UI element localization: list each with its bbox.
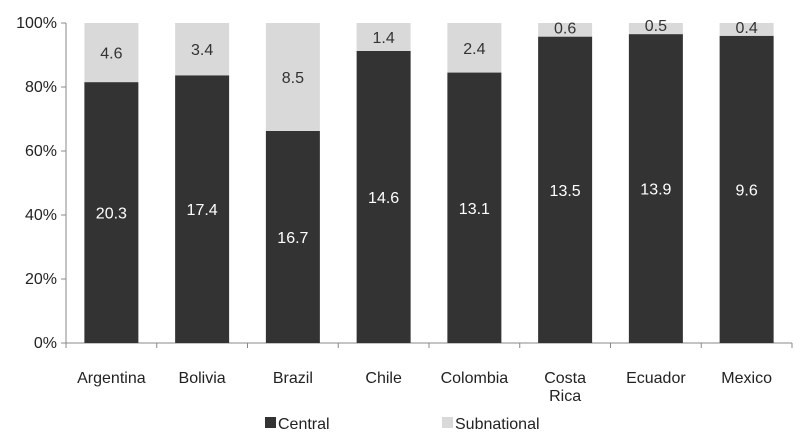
bar-subnational	[719, 23, 774, 36]
x-tick-label: Costa Rica	[544, 370, 586, 405]
x-tick-label-line: Ecuador	[626, 370, 686, 387]
data-label-subnational: 0.4	[736, 20, 758, 37]
bar-central	[538, 36, 593, 344]
y-tick-label: 40%	[25, 207, 57, 224]
data-label-central: 13.1	[459, 201, 490, 218]
data-label-central: 16.7	[277, 230, 308, 247]
data-label-central: 13.9	[640, 182, 671, 199]
legend-label-subnational: Subnational	[455, 416, 540, 433]
bar-subnational	[356, 23, 411, 51]
x-tick-label: Chile	[365, 370, 402, 387]
y-tick-label: 0%	[34, 335, 57, 352]
data-label-subnational: 0.6	[554, 21, 576, 38]
data-label-central: 9.6	[736, 182, 758, 199]
x-tick-label: Argentina	[77, 370, 146, 387]
y-tick-label: 20%	[25, 271, 57, 288]
bar-subnational	[265, 23, 320, 131]
bar-central	[265, 130, 320, 343]
x-tick-label: Brazil	[273, 370, 313, 387]
x-tick-label-line: Argentina	[77, 370, 146, 387]
x-tick-label-line: Brazil	[273, 370, 313, 387]
bar-central	[356, 51, 411, 343]
data-label-central: 17.4	[187, 202, 218, 219]
data-label-subnational: 4.6	[100, 46, 122, 63]
bar-central	[447, 72, 502, 343]
x-tick-label: Bolivia	[179, 370, 226, 387]
bar-subnational	[84, 23, 139, 83]
bar-subnational	[538, 23, 593, 37]
bar-central	[175, 75, 230, 344]
bar-central	[84, 82, 139, 344]
x-tick-label: Mexico	[721, 370, 772, 387]
x-tick-label-line: Chile	[365, 370, 402, 387]
y-tick-label: 60%	[25, 143, 57, 160]
data-label-subnational: 8.5	[282, 70, 304, 87]
x-tick-label-line: Colombia	[441, 370, 509, 387]
x-tick-label-line: Rica	[549, 388, 581, 405]
y-tick-label: 80%	[25, 79, 57, 96]
legend-label-central: Central	[278, 416, 330, 433]
x-tick-label: Ecuador	[626, 370, 686, 387]
legend-swatch-subnational	[442, 417, 453, 428]
bar-central	[628, 34, 683, 343]
data-label-subnational: 1.4	[373, 30, 395, 47]
x-tick-label-line: Costa	[544, 370, 586, 387]
x-tick-label: Colombia	[441, 370, 509, 387]
legend-swatch-central	[265, 417, 276, 428]
y-tick-label: 100%	[16, 15, 57, 32]
data-label-central: 14.6	[368, 190, 399, 207]
x-tick-label-line: Bolivia	[179, 370, 226, 387]
bar-subnational	[175, 23, 230, 76]
bar-subnational	[628, 23, 683, 35]
data-label-central: 20.3	[96, 206, 127, 223]
bar-central	[719, 35, 774, 344]
data-label-subnational: 0.5	[645, 18, 667, 35]
data-label-subnational: 3.4	[191, 42, 213, 59]
data-label-subnational: 2.4	[463, 41, 485, 58]
x-tick-label-line: Mexico	[721, 370, 772, 387]
data-label-central: 13.5	[550, 183, 581, 200]
bar-subnational	[447, 23, 502, 73]
